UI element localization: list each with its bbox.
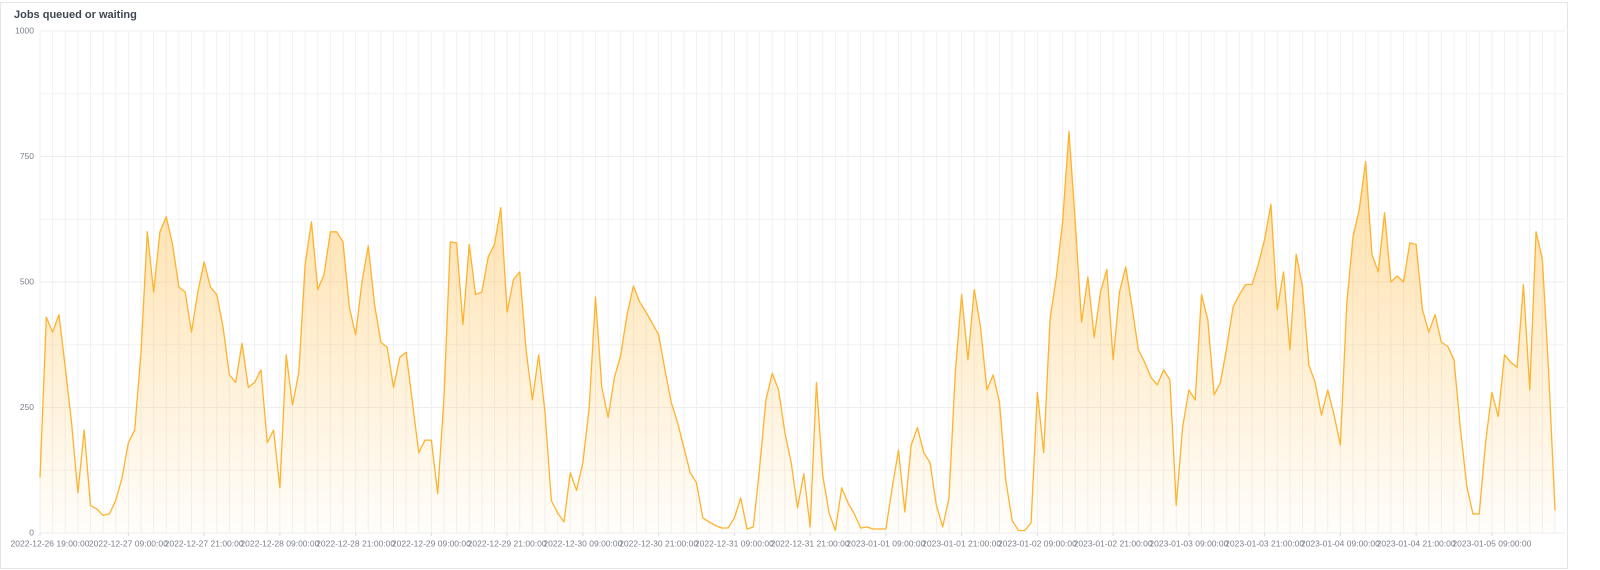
x-tick-label: 2022-12-29 21:00:00	[468, 538, 547, 548]
plot	[39, 130, 1556, 533]
y-tick-label: 250	[20, 402, 34, 412]
x-tick-label: 2022-12-30 09:00:00	[543, 538, 622, 548]
x-tick-label: 2022-12-28 21:00:00	[316, 538, 395, 548]
y-tick-label: 500	[20, 276, 34, 286]
area	[40, 131, 1555, 533]
y-tick-label: 0	[29, 527, 34, 537]
x-tick-label: 2022-12-31 09:00:00	[695, 538, 774, 548]
x-tick-label: 2023-01-01 09:00:00	[846, 538, 925, 548]
x-tick-label: 2022-12-31 21:00:00	[771, 538, 850, 548]
x-tick-label: 2023-01-01 21:00:00	[922, 538, 1001, 548]
x-tick-label: 2022-12-26 19:00:00	[11, 538, 90, 548]
x-tick-label: 2022-12-30 21:00:00	[619, 538, 698, 548]
line	[39, 130, 1556, 532]
x-tick-label: 2023-01-03 21:00:00	[1225, 538, 1304, 548]
x-tick-label: 2023-01-02 09:00:00	[998, 538, 1077, 548]
x-tick-label: 2023-01-03 09:00:00	[1149, 538, 1228, 548]
x-tick-label: 2023-01-04 09:00:00	[1301, 538, 1380, 548]
x-tick-label: 2023-01-02 21:00:00	[1074, 538, 1153, 548]
x-tick-label: 2022-12-27 09:00:00	[89, 538, 168, 548]
x-tick-label: 2023-01-05 09:00:00	[1452, 538, 1531, 548]
x-tick-label: 2022-12-27 21:00:00	[165, 538, 244, 548]
y-tick-label: 750	[20, 151, 34, 161]
x-tick-label: 2022-12-28 09:00:00	[240, 538, 319, 548]
x-tick-label: 2022-12-29 09:00:00	[392, 538, 471, 548]
x-tick-label: 2023-01-04 21:00:00	[1377, 538, 1456, 548]
y-tick-label: 1000	[15, 25, 34, 35]
panel-title: Jobs queued or waiting	[14, 9, 137, 21]
